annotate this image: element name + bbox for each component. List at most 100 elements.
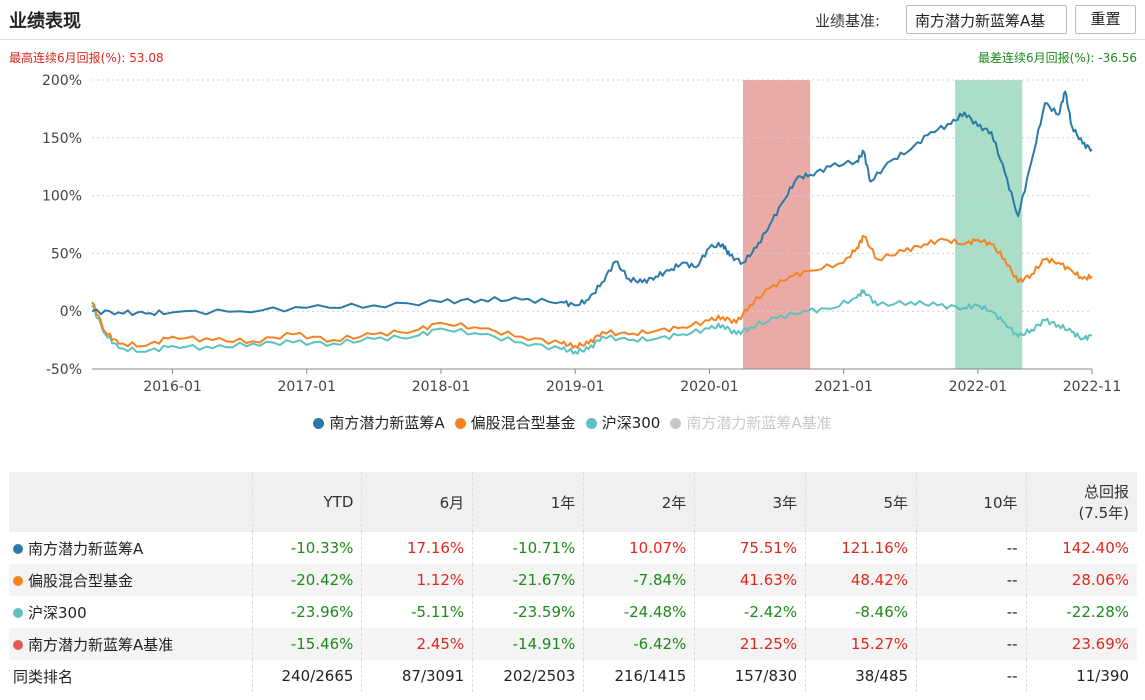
row-label: 偏股混合型基金 [9,564,254,596]
table-cell: -23.59% [472,596,585,628]
legend-item-peer[interactable]: 偏股混合型基金 [454,412,576,433]
row-label: 同类排名 [9,660,254,692]
legend-label: 南方潜力新蓝筹A基准 [686,414,832,432]
legend-dot-icon [313,418,325,429]
table-cell: 28.06% [1026,564,1137,596]
table-cell: 240/2665 [252,660,363,692]
legend-item-bench_disabled[interactable]: 南方潜力新蓝筹A基准 [670,412,832,433]
table-cell: 1.12% [361,564,474,596]
column-header: 2年 [583,472,696,532]
table-cell: -20.42% [252,564,363,596]
x-tick-label: 2022-11 [1063,379,1122,395]
series-line-fund [91,90,1093,317]
x-tick-label: 2016-01 [143,379,202,395]
max-6m-return: 最高连续6月回报(%): 53.08 [9,51,164,65]
table-row: 偏股混合型基金 -20.42% 1.12% -21.67% -7.84% 41.63% 48… [9,564,1137,596]
table-cell: 157/830 [694,660,807,692]
table-row: 南方潜力新蓝筹A -10.33% 17.16% -10.71% 10.07% 75.51%… [9,532,1137,564]
column-header [9,472,254,532]
y-tick-label: 150% [42,131,82,147]
column-header: 10年 [916,472,1027,532]
table-cell: 17.16% [361,532,474,564]
table-cell: 10.07% [583,532,696,564]
table-cell: -2.42% [694,596,807,628]
worst-period-band [955,80,1023,369]
column-header: 5年 [805,472,918,532]
x-tick-label: 2022-01 [949,379,1008,395]
table-cell: 41.63% [694,564,807,596]
table-cell: 87/3091 [361,660,474,692]
performance-table: YTD 6月 1年 2年 3年 5年 10年 总回报 (7.5年) 南方潜力新蓝筹A -10.33… [9,472,1137,692]
table-cell: -15.46% [252,628,363,660]
table-cell: 202/2503 [472,660,585,692]
column-header: 总回报 (7.5年) [1026,472,1137,532]
table-header-row: YTD 6月 1年 2年 3年 5年 10年 总回报 (7.5年) [9,472,1137,532]
x-tick-label: 2019-01 [546,379,605,395]
x-tick-label: 2017-01 [278,379,337,395]
legend-item-hs300[interactable]: 沪深300 [585,412,661,433]
table-cell: -22.28% [1066,603,1129,621]
table-cell: -10.71% [472,532,585,564]
series-dot-icon [13,543,23,554]
series-line-hs300 [91,289,1093,355]
legend-label: 偏股混合型基金 [470,414,576,432]
table-cell: 15.27% [805,628,918,660]
table-cell: 75.51% [694,532,807,564]
reset-button[interactable]: 重置 [1075,5,1136,34]
table-cell: -- [916,564,1027,596]
table-cell: -6.42% [583,628,696,660]
table-cell: -21.67% [472,564,585,596]
table-cell: 121.16% [805,532,918,564]
column-header: 6月 [361,472,474,532]
best-period-band [743,80,811,369]
table-cell: 216/1415 [583,660,696,692]
legend-label: 南方潜力新蓝筹A [329,414,445,432]
table-cell: -14.91% [472,628,585,660]
table-cell: 21.25% [694,628,807,660]
series-line-peer [91,235,1093,349]
y-tick-label: 50% [51,246,82,262]
legend-dot-icon [454,418,466,429]
table-cell: -23.96% [252,596,363,628]
benchmark-select[interactable]: 南方潜力新蓝筹A基 [906,5,1067,34]
table-cell: 23.69% [1026,628,1137,660]
table-row: 南方潜力新蓝筹A基准 -15.46% 2.45% -14.91% -6.42% 21.25… [9,628,1137,660]
x-tick-label: 2021-01 [814,379,873,395]
table-cell: -7.84% [583,564,696,596]
performance-chart[interactable]: 200% 150% 100% 50% 0% -50% 2016-01 2017-01 2018-… [0,66,1145,406]
table-cell: -- [916,628,1027,660]
chart-legend: 南方潜力新蓝筹A 偏股混合型基金 沪深300 南方潜力新蓝筹A基准 [0,412,1145,433]
row-label: 南方潜力新蓝筹A [9,532,254,564]
row-label: 南方潜力新蓝筹A基准 [9,628,254,660]
legend-dot-icon [670,418,682,429]
table-cell: -- [916,660,1027,692]
section-title: 业绩表现 [9,11,81,32]
table-row: 沪深300 -23.96% -5.11% -23.59% -24.48% -2.42% -8… [9,596,1137,628]
column-header: YTD [252,472,363,532]
table-cell: -8.46% [805,596,918,628]
y-tick-label: 100% [42,189,82,205]
benchmark-label: 业绩基准: [815,12,881,30]
y-tick-label: -50% [46,362,82,378]
legend-label: 沪深300 [601,414,661,432]
x-tick-label: 2018-01 [412,379,471,395]
legend-item-fund[interactable]: 南方潜力新蓝筹A [313,412,445,433]
x-tick-label: 2020-01 [680,379,739,395]
table-cell: 142.40% [1062,539,1129,557]
table-cell: 48.42% [805,564,918,596]
column-header: 3年 [694,472,807,532]
table-cell: -5.11% [361,596,474,628]
table-cell: 38/485 [805,660,918,692]
table-cell: -24.48% [583,596,696,628]
y-tick-label: 200% [42,73,82,89]
y-tick-label: 0% [60,304,82,320]
table-cell: 11/390 [1076,667,1129,685]
row-label: 沪深300 [9,596,254,628]
column-header: 1年 [472,472,585,532]
min-6m-return: 最差连续6月回报(%): -36.56 [978,51,1137,65]
table-cell: 2.45% [361,628,474,660]
legend-dot-icon [585,418,597,429]
series-dot-icon [13,639,23,650]
table-cell: -10.33% [252,532,363,564]
series-dot-icon [13,607,23,618]
